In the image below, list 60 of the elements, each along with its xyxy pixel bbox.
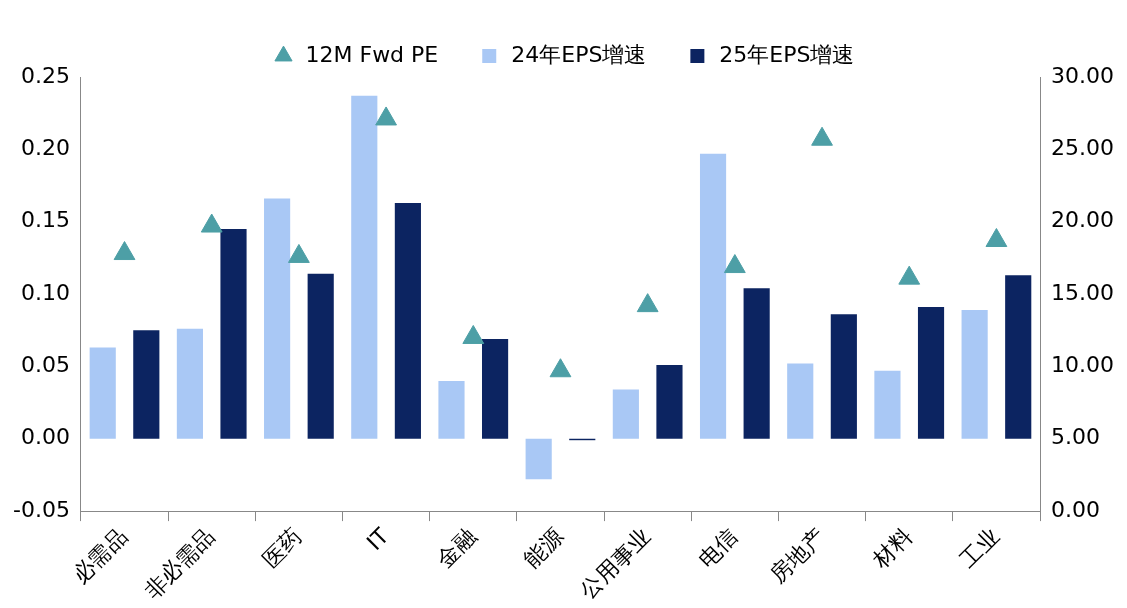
bar bbox=[917, 307, 945, 439]
bar bbox=[1005, 275, 1032, 439]
point bbox=[200, 213, 223, 233]
point bbox=[549, 358, 572, 378]
point bbox=[375, 106, 397, 126]
bar bbox=[656, 364, 683, 439]
bar bbox=[482, 338, 509, 439]
y-tick-label: 0.25 bbox=[20, 62, 70, 88]
y2-tick-label: 15.00 bbox=[1051, 279, 1114, 305]
bar bbox=[307, 273, 334, 439]
point bbox=[288, 243, 310, 263]
x-tick-label: 医药 bbox=[257, 523, 307, 573]
point bbox=[985, 228, 1008, 248]
bar bbox=[264, 198, 291, 439]
point bbox=[898, 265, 921, 285]
point bbox=[462, 324, 485, 344]
bar bbox=[612, 389, 639, 439]
point bbox=[723, 254, 746, 274]
y2-tick-label: 20.00 bbox=[1051, 207, 1114, 233]
x-tick-label: 电信 bbox=[693, 523, 743, 573]
y-tick-label: 0.10 bbox=[20, 279, 70, 305]
bar bbox=[699, 153, 727, 439]
bar bbox=[394, 202, 421, 439]
point bbox=[636, 293, 659, 313]
y-tick-label: 0.00 bbox=[20, 424, 70, 450]
bar bbox=[743, 288, 770, 439]
bar bbox=[830, 314, 857, 439]
legend-label: 25年EPS增速 bbox=[719, 41, 855, 67]
x-tick-label: 公用事业 bbox=[575, 523, 656, 604]
bar bbox=[176, 328, 203, 439]
bar bbox=[438, 380, 465, 439]
y-tick-label: 0.20 bbox=[20, 135, 70, 161]
x-tick-label: 金融 bbox=[432, 523, 481, 573]
x-tick-label: 能源 bbox=[519, 523, 569, 573]
y2-tick-label: 10.00 bbox=[1051, 352, 1114, 378]
y2-tick-label: 5.00 bbox=[1051, 424, 1100, 450]
bar bbox=[133, 330, 160, 439]
bar bbox=[961, 309, 988, 439]
y2-tick-label: 25.00 bbox=[1051, 135, 1114, 161]
x-tick-label: 房地产 bbox=[765, 523, 830, 588]
y-tick-label: 0.15 bbox=[20, 207, 70, 233]
legend-label: 24年EPS增速 bbox=[511, 41, 647, 67]
legend-label: 12M Fwd PE bbox=[305, 41, 439, 67]
y-tick-label: -0.05 bbox=[12, 496, 70, 522]
bar bbox=[874, 370, 901, 439]
bar bbox=[787, 363, 814, 439]
x-tick-label: 工业 bbox=[955, 523, 1004, 573]
y2-tick-label: 30.00 bbox=[1051, 62, 1114, 88]
bar bbox=[89, 347, 116, 439]
x-tick-label: 材料 bbox=[867, 523, 917, 573]
bar bbox=[525, 438, 552, 480]
bar bbox=[351, 95, 378, 439]
y-tick-label: 0.05 bbox=[20, 352, 70, 378]
y2-tick-label: 0.00 bbox=[1051, 496, 1100, 522]
x-tick-label: 必需品 bbox=[67, 523, 133, 588]
x-tick-label: 非必需品 bbox=[139, 523, 220, 604]
point bbox=[811, 126, 833, 146]
bar bbox=[220, 228, 247, 439]
x-tick-label: IT bbox=[361, 522, 395, 556]
point bbox=[113, 241, 136, 261]
